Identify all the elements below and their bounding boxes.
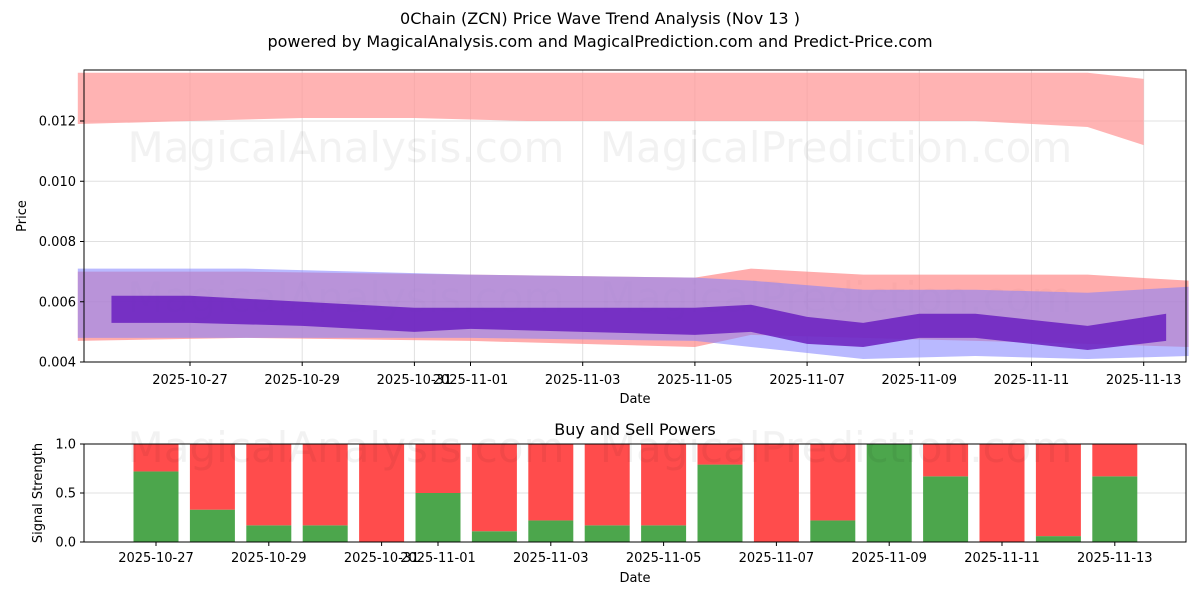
y-tick-label: 0.008 [39, 235, 76, 250]
x-tick-label: 2025-10-29 [264, 373, 340, 388]
sell-bar [1092, 444, 1137, 476]
y-tick-label: 0.006 [39, 295, 76, 310]
buy-bar [246, 525, 291, 542]
y-tick-label: 0.5 [55, 487, 76, 502]
buy-bar [190, 510, 235, 542]
price-bands [78, 73, 1189, 359]
x-tick-label: 2025-10-27 [152, 373, 228, 388]
buy-bar [134, 471, 179, 542]
y-axis-label: Signal Strength [31, 443, 46, 543]
buy-bar [416, 493, 461, 542]
y-tick-label: 0.0 [55, 536, 76, 551]
buy-bar [585, 525, 630, 542]
watermark: MagicalPrediction.com [600, 123, 1073, 172]
watermark: MagicalAnalysis.com [128, 123, 565, 172]
watermark: MagicalAnalysis.com [128, 423, 565, 472]
y-tick-label: 0.004 [39, 356, 76, 371]
buy-bar [528, 520, 573, 542]
y-axis-label: Price [15, 200, 30, 232]
x-tick-label: 2025-11-07 [739, 551, 815, 566]
x-tick-label: 2025-11-13 [1077, 551, 1153, 566]
x-tick-label: 2025-11-05 [626, 551, 702, 566]
buy-bar [698, 465, 743, 542]
x-tick-label: 2025-11-13 [1106, 373, 1182, 388]
x-tick-label: 2025-11-05 [657, 373, 733, 388]
buy-bar [1092, 476, 1137, 542]
buy-bar [303, 525, 348, 542]
x-tick-label: 2025-11-03 [545, 373, 621, 388]
x-tick-label: 2025-11-07 [769, 373, 845, 388]
buy-bar [923, 476, 968, 542]
buy-bar [1036, 536, 1081, 542]
x-axis-label: Date [619, 571, 650, 586]
x-tick-label: 2025-10-27 [118, 551, 194, 566]
y-axis-ticks: 0.004 0.006 0.008 0.010 0.012 [39, 115, 84, 371]
buy-bar [641, 525, 686, 542]
x-axis-label: Date [619, 392, 650, 407]
x-tick-label: 2025-11-01 [433, 373, 509, 388]
x-tick-label: 2025-11-11 [994, 373, 1070, 388]
y-tick-label: 1.0 [55, 438, 76, 453]
x-tick-label: 2025-10-29 [231, 551, 307, 566]
buy-bar [810, 520, 855, 542]
x-tick-label: 2025-11-01 [400, 551, 476, 566]
x-tick-label: 2025-11-11 [964, 551, 1040, 566]
watermark: MagicalPrediction.com [600, 423, 1073, 472]
x-tick-label: 2025-11-09 [851, 551, 927, 566]
x-tick-label: 2025-11-09 [882, 373, 958, 388]
x-tick-label: 2025-11-03 [513, 551, 589, 566]
buy-bar [472, 531, 517, 542]
x-axis-ticks: 2025-10-272025-10-292025-10-312025-11-01… [118, 542, 1152, 566]
y-axis-ticks: 0.0 0.5 1.0 [55, 438, 84, 551]
y-tick-label: 0.010 [39, 175, 76, 190]
buy-sell-powers-chart: Buy and Sell Powers MagicalAnalysis.com … [0, 410, 1200, 600]
x-axis-ticks: 2025-10-272025-10-292025-10-312025-11-01… [152, 362, 1181, 388]
price-wave-chart: MagicalAnalysis.com MagicalPrediction.co… [0, 0, 1200, 420]
y-tick-label: 0.012 [39, 115, 76, 130]
